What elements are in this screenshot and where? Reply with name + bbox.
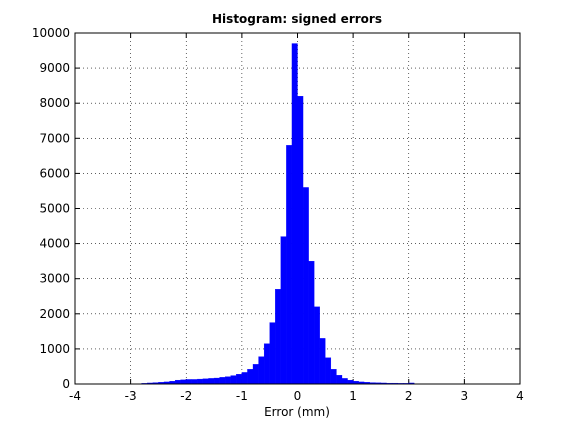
bar — [236, 374, 243, 385]
bar — [258, 356, 265, 385]
bar — [347, 379, 354, 385]
y-tick-label: 5000 — [39, 202, 70, 216]
bar — [230, 375, 237, 385]
bar — [341, 378, 348, 385]
x-axis-label: Error (mm) — [264, 405, 330, 419]
y-tick-label: 0 — [62, 377, 70, 391]
x-tick-label: -1 — [236, 389, 248, 403]
bar — [180, 379, 187, 385]
x-tick-label: 1 — [349, 389, 357, 403]
bar — [336, 375, 343, 385]
bar — [263, 343, 270, 385]
y-tick-label: 6000 — [39, 166, 70, 180]
chart-title: Histogram: signed errors — [212, 12, 382, 26]
y-tick-label: 3000 — [39, 272, 70, 286]
bar — [330, 369, 337, 385]
bar — [275, 289, 281, 385]
bar — [174, 379, 181, 385]
bar — [302, 187, 309, 385]
bar — [208, 378, 215, 385]
bar — [319, 338, 326, 385]
x-tick-label: 3 — [461, 389, 469, 403]
bar — [314, 306, 320, 385]
y-tick-label: 9000 — [39, 61, 70, 75]
bar — [202, 378, 209, 385]
x-tick-label: 2 — [405, 389, 413, 403]
x-tick-label: -3 — [125, 389, 137, 403]
bar — [252, 364, 259, 385]
y-tick-label: 7000 — [39, 131, 70, 145]
x-tick-label: 0 — [294, 389, 302, 403]
y-tick-label: 8000 — [39, 96, 70, 110]
bar — [247, 369, 254, 385]
bar — [325, 357, 332, 385]
x-tick-label: 4 — [516, 389, 524, 403]
bar — [186, 379, 192, 385]
x-tick-label: -2 — [180, 389, 192, 403]
bar — [219, 377, 226, 385]
bar — [308, 260, 315, 385]
bar — [291, 43, 298, 385]
plot-frame — [74, 32, 521, 385]
x-tick-label: -4 — [69, 389, 81, 403]
y-tick-label: 2000 — [39, 307, 70, 321]
bar — [297, 96, 304, 385]
y-tick-label: 4000 — [39, 237, 70, 251]
bar — [225, 376, 231, 385]
bar — [213, 377, 220, 385]
y-tick-label: 10000 — [32, 26, 70, 40]
bar — [241, 372, 248, 385]
bar — [269, 322, 276, 385]
bar — [280, 236, 287, 385]
bar — [197, 378, 204, 385]
y-tick-label: 1000 — [39, 342, 70, 356]
bar — [191, 379, 198, 385]
bar — [286, 145, 293, 385]
